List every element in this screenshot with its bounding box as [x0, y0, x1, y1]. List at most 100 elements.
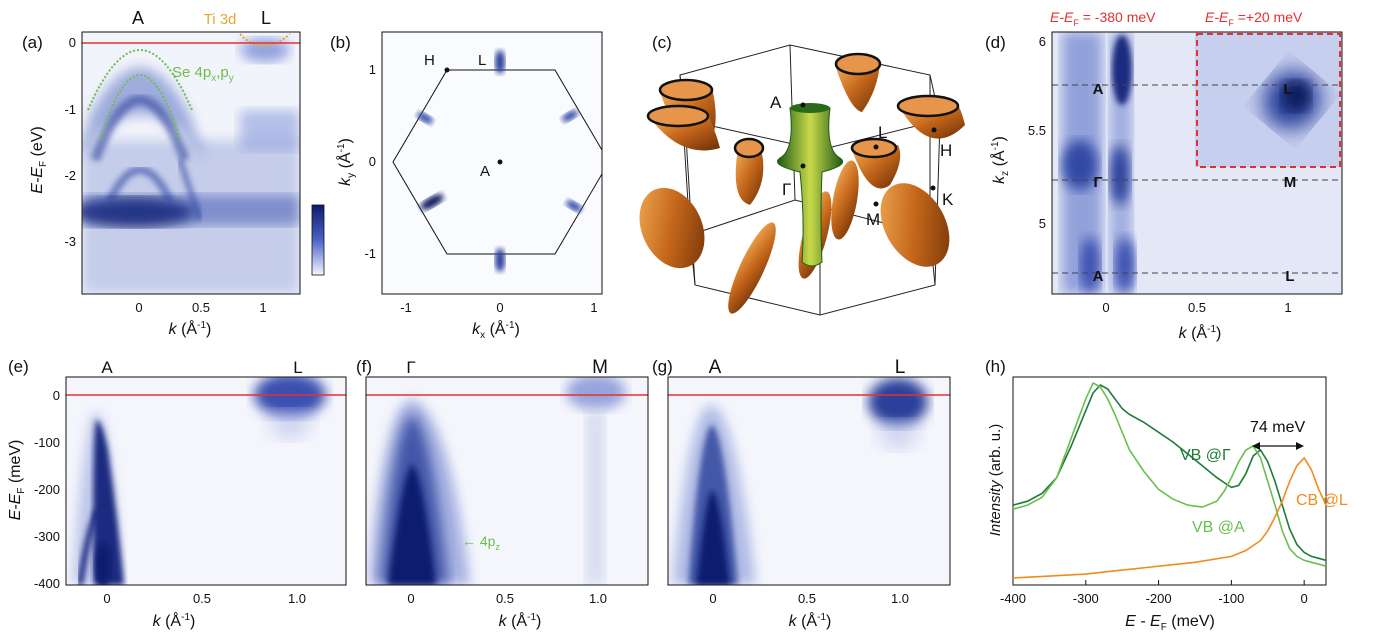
svg-text:1: 1 [1284, 300, 1291, 315]
point-L: L [895, 357, 906, 378]
axis-a-ylabel: E-EF (eV) [29, 126, 49, 193]
panel-a: (a) A L Ti 3d Se 4px,py 0 -1 -2 -3 E-EF … [22, 8, 325, 338]
spectrum-plot-area [1012, 376, 1327, 586]
svg-text:-100: -100 [34, 435, 60, 450]
se-4p-label: Se 4px,py [172, 64, 234, 84]
axis-b-x: -1 0 1 kx (Å-1) [400, 300, 597, 341]
svg-text:5.5: 5.5 [1028, 123, 1046, 138]
series-line-2 [1012, 456, 1327, 579]
panel-c: (c) [639, 33, 965, 316]
gap-label: 74 meV [1250, 419, 1305, 436]
panel-e: (e) A L 0 -100 -200 -300 -400 E-EF (meV)… [7, 357, 347, 630]
svg-text:-400: -400 [34, 576, 60, 591]
svg-text:-200: -200 [34, 482, 60, 497]
series-label-cb-l: CB @L [1296, 492, 1348, 509]
axis-h-tick-label: -200 [1146, 591, 1172, 606]
panel-b-label: (b) [330, 33, 351, 52]
axis-f-xlabel: k (Å-1) [499, 611, 542, 630]
panel-c-label: (c) [652, 33, 672, 52]
svg-text:1.0: 1.0 [891, 591, 909, 606]
axis-b-ylabel: ky (Å-1) [335, 138, 357, 186]
svg-text:0.5: 0.5 [193, 591, 211, 606]
svg-text:5: 5 [1039, 216, 1046, 231]
panel-e-label: (e) [8, 357, 29, 376]
brillouin-zone-hexagon [392, 69, 602, 255]
panel-d: (d) E-EF = -380 meV E-EF =+20 meV A L Γ … [985, 9, 1343, 342]
axis-d-x: 0 0.5 1 k (Å-1) [1102, 300, 1291, 342]
svg-text:-2: -2 [64, 168, 76, 183]
point-A-bottom: A [1093, 268, 1104, 285]
svg-text:6: 6 [1039, 34, 1046, 49]
point-A: A [132, 8, 144, 28]
point-Gamma: Γ [782, 180, 791, 199]
axis-d-ylabel: kz (Å-1) [989, 136, 1011, 184]
svg-text:0.5: 0.5 [496, 591, 514, 606]
axis-e-y: 0 -100 -200 -300 -400 E-EF (meV) [7, 388, 60, 591]
fermi-pockets [639, 52, 965, 314]
point-Gamma: Γ [1093, 174, 1102, 191]
axis-f-x: 0 0.5 1.0 k (Å-1) [407, 591, 607, 630]
axis-e-xlabel: k (Å-1) [153, 611, 196, 630]
axis-a-x: 0 0.5 1 k (Å-1) [135, 300, 266, 338]
panel-g: (g) A L 0 0.5 1.0 k (Å-1) [652, 357, 951, 630]
svg-text:-1: -1 [64, 102, 76, 117]
4pz-annotation: ← 4pz [462, 533, 500, 552]
panel-h: (h) 74 meV VB @Γ VB @A CB @L -400 -300 -20… [985, 357, 1348, 633]
axis-d-y: 6 5.5 5 kz (Å-1) [989, 34, 1046, 231]
svg-text:0: 0 [53, 388, 60, 403]
svg-text:0: 0 [407, 591, 414, 606]
svg-text:1.0: 1.0 [589, 591, 607, 606]
axis-h-tick-label: -100 [1218, 591, 1244, 606]
colorbar [311, 204, 325, 276]
point-L-top: L [1283, 81, 1292, 98]
point-L: L [478, 52, 486, 69]
point-H: H [940, 141, 952, 160]
axis-a-y: 0 -1 -2 -3 E-EF (eV) [29, 35, 76, 249]
svg-text:0.5: 0.5 [192, 300, 210, 315]
series-line-1 [1012, 381, 1327, 567]
panel-d-label: (d) [985, 33, 1006, 52]
point-K: K [942, 190, 954, 209]
svg-text:1.0: 1.0 [288, 591, 306, 606]
panel-g-label: (g) [652, 357, 673, 376]
svg-text:0: 0 [369, 154, 376, 169]
axis-a-xlabel: k (Å-1) [169, 319, 212, 338]
series-line-0 [1012, 384, 1327, 562]
series-label-vb-gamma: VB @Γ [1180, 447, 1231, 464]
panel-b: (b) H L A 1 0 -1 ky (Å-1) -1 0 1 kx (Å-1… [330, 31, 603, 341]
central-hole-pocket [777, 103, 844, 267]
point-H: H [424, 52, 435, 69]
ti-3d-label: Ti 3d [204, 11, 237, 28]
point-L: L [261, 8, 271, 28]
point-Gamma: Γ [406, 358, 415, 377]
panel-f: (f) Γ M ← 4pz 0 0.5 1.0 k (Å-1) [356, 357, 649, 630]
axis-h-tick-label: -400 [1000, 591, 1026, 606]
axis-h-x: -400 -300 -200 -100 0 [1000, 580, 1308, 606]
point-M: M [1284, 174, 1297, 191]
svg-text:-1: -1 [364, 246, 376, 261]
point-M: M [866, 210, 880, 229]
svg-text:-3: -3 [64, 234, 76, 249]
axis-h-tick-label: -300 [1073, 591, 1099, 606]
point-A: A [709, 357, 722, 378]
svg-text:1: 1 [369, 62, 376, 77]
axis-h-tick-label: 0 [1301, 591, 1308, 606]
point-L: L [878, 123, 887, 142]
axis-b-xlabel: kx (Å-1) [472, 319, 520, 341]
axis-g-xlabel: k (Å-1) [789, 611, 832, 630]
axis-g-x: 0 0.5 1.0 k (Å-1) [709, 591, 909, 630]
point-L: L [293, 358, 302, 377]
point-A: A [101, 358, 113, 377]
panel-f-label: (f) [356, 357, 372, 376]
svg-text:0.5: 0.5 [1188, 300, 1206, 315]
svg-text:0: 0 [69, 35, 76, 50]
point-M: M [592, 357, 608, 378]
svg-text:0: 0 [496, 300, 503, 315]
point-L-bottom: L [1285, 268, 1294, 285]
spectrum-lines [1012, 381, 1327, 579]
panel-d-title-right: E-EF =+20 meV [1205, 9, 1303, 28]
panel-h-label: (h) [985, 357, 1006, 376]
svg-text:1: 1 [259, 300, 266, 315]
axis-h-ylabel: Intensity (arb. u.) [987, 424, 1004, 537]
svg-text:-300: -300 [34, 529, 60, 544]
